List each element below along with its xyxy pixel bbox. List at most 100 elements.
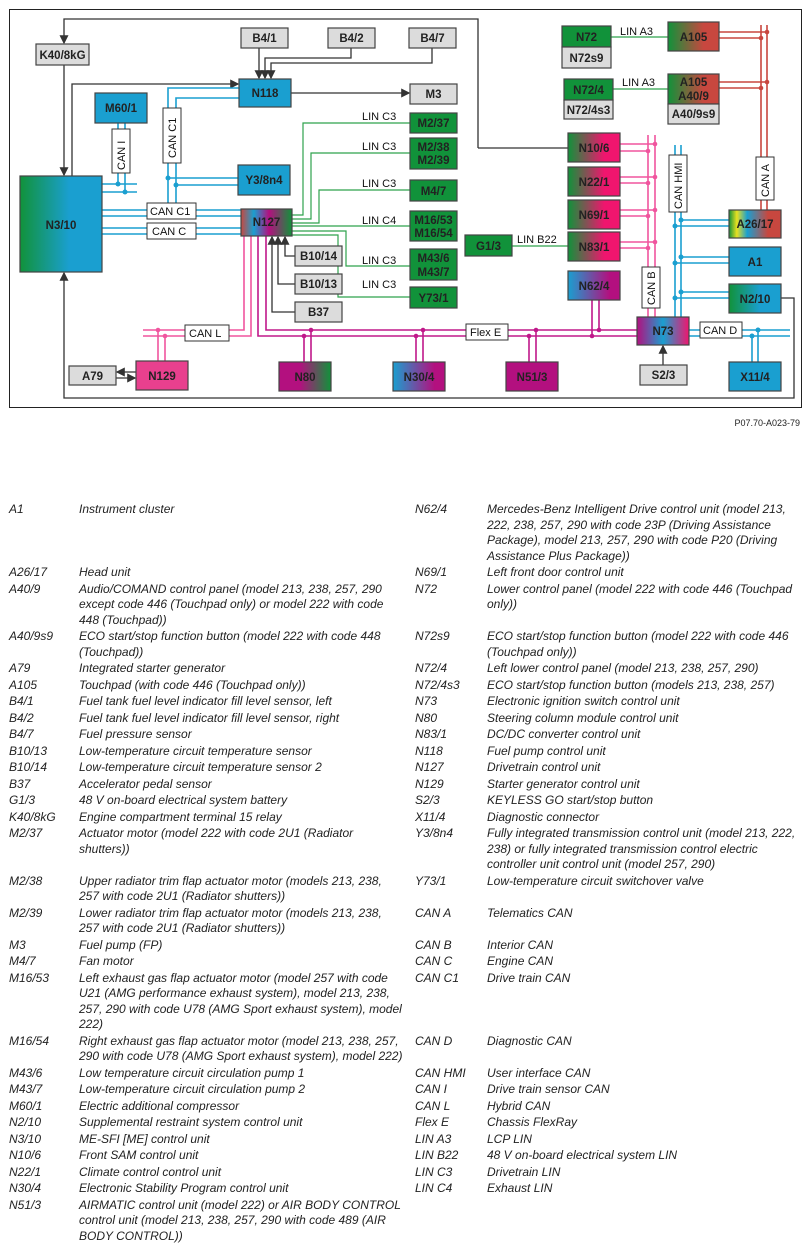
legend-description: Touchpad (with code 446 (Touchpad only))	[79, 678, 415, 695]
legend-code: CAN C	[415, 954, 487, 971]
component-b4-1: B4/1	[241, 28, 288, 48]
legend-description: Engine compartment terminal 15 relay	[79, 810, 415, 827]
svg-text:N129: N129	[148, 371, 176, 383]
component-y73-1: Y73/1	[410, 287, 457, 308]
svg-text:N10/6: N10/6	[579, 143, 610, 155]
network-topology-diagram: CAN I CAN C1 CAN C1 CAN C CAN L Flex E C…	[0, 0, 811, 415]
bus-label-lin-c3: LIN C3	[362, 279, 396, 291]
legend-code: B4/7	[9, 727, 79, 744]
legend-code: M60/1	[9, 1099, 79, 1116]
svg-text:CAN D: CAN D	[703, 325, 737, 337]
legend-description: Drive train sensor CAN	[487, 1082, 804, 1099]
legend-code: N69/1	[415, 565, 487, 582]
svg-text:M16/53: M16/53	[414, 215, 452, 227]
legend-description: Fuel pump (FP)	[79, 938, 415, 955]
legend-description: Fan motor	[79, 954, 415, 971]
component-n3-10: N3/10	[20, 176, 102, 272]
legend-description: Chassis FlexRay	[487, 1115, 804, 1132]
legend-description: AIRMATIC control unit (model 222) or AIR…	[79, 1198, 415, 1245]
component-n51-3: N51/3	[506, 362, 558, 391]
svg-text:B10/14: B10/14	[300, 251, 338, 263]
legend-code: Y3/8n4	[415, 826, 487, 874]
legend-code: A79	[9, 661, 79, 678]
bus-label-can-c1-vertical: CAN C1	[163, 108, 181, 163]
component-n73: N73	[637, 317, 689, 345]
legend-description: Electric additional compressor	[79, 1099, 415, 1116]
svg-text:M43/6: M43/6	[418, 253, 450, 265]
svg-text:CAN A: CAN A	[760, 163, 772, 197]
legend-code: G1/3	[9, 793, 79, 810]
svg-text:N62/4: N62/4	[579, 281, 610, 293]
legend-code: K40/8kG	[9, 810, 79, 827]
legend-description: Hybrid CAN	[487, 1099, 804, 1116]
legend-code: A105	[9, 678, 79, 695]
legend-description: Low-temperature circuit switchover valve	[487, 874, 804, 906]
legend-description: Lower radiator trim flap actuator motor …	[79, 906, 415, 938]
bus-label-lin-c3: LIN C3	[362, 178, 396, 190]
legend-code: LIN A3	[415, 1132, 487, 1149]
legend-description: KEYLESS GO start/stop button	[487, 793, 804, 810]
legend-code: M16/53	[9, 971, 79, 1034]
legend-description: Drive train CAN	[487, 971, 804, 1034]
component-n69-1: N69/1	[568, 200, 620, 229]
svg-text:N22/1: N22/1	[579, 177, 610, 189]
svg-text:M60/1: M60/1	[105, 103, 138, 115]
component-n129: N129	[136, 361, 188, 390]
legend-code: Y73/1	[415, 874, 487, 906]
svg-text:A40/9s9: A40/9s9	[672, 109, 715, 121]
component-m3: M3	[410, 84, 457, 104]
bus-label-lin-b22: LIN B22	[517, 234, 557, 246]
legend-code: CAN A	[415, 906, 487, 938]
legend-code: CAN D	[415, 1034, 487, 1066]
legend-code: M43/6	[9, 1066, 79, 1083]
legend-description: Fully integrated transmission control un…	[487, 826, 804, 874]
legend-description: Drivetrain LIN	[487, 1165, 804, 1182]
svg-text:A26/17: A26/17	[736, 219, 773, 231]
legend-description: Left lower control panel (model 213, 238…	[487, 661, 804, 678]
legend-description: Low temperature circuit circulation pump…	[79, 1066, 415, 1083]
legend-code: M16/54	[9, 1034, 79, 1066]
legend-code: N129	[415, 777, 487, 794]
legend-description: LCP LIN	[487, 1132, 804, 1149]
legend-code: B4/2	[9, 711, 79, 728]
component-a105: A105	[668, 22, 719, 51]
svg-text:CAN I: CAN I	[116, 141, 128, 170]
component-n83-1: N83/1	[568, 232, 620, 261]
svg-text:A1: A1	[748, 257, 763, 269]
svg-text:M3: M3	[426, 89, 442, 101]
legend-description: Supplemental restraint system control un…	[79, 1115, 415, 1132]
component-b4-7: B4/7	[409, 28, 456, 48]
svg-text:G1/3: G1/3	[476, 241, 501, 253]
legend-description: Front SAM control unit	[79, 1148, 415, 1165]
legend-description: 48 V on-board electrical system LIN	[487, 1148, 804, 1165]
legend-code: LIN B22	[415, 1148, 487, 1165]
legend-code: CAN I	[415, 1082, 487, 1099]
bus-label-can-c1: CAN C1	[147, 203, 196, 219]
svg-text:N72: N72	[576, 32, 597, 44]
component-k40-8kg: K40/8kG	[36, 44, 89, 65]
figure-caption-code: P07.70-A023-79	[734, 418, 800, 428]
bus-label-can-l: CAN L	[185, 325, 229, 341]
component-n30-4: N30/4	[393, 362, 445, 391]
component-b37: B37	[295, 302, 342, 322]
bus-label-can-c: CAN C	[147, 223, 196, 239]
legend-description: Right exhaust gas flap actuator motor (m…	[79, 1034, 415, 1066]
svg-text:Y3/8n4: Y3/8n4	[245, 175, 283, 187]
legend-code: N73	[415, 694, 487, 711]
